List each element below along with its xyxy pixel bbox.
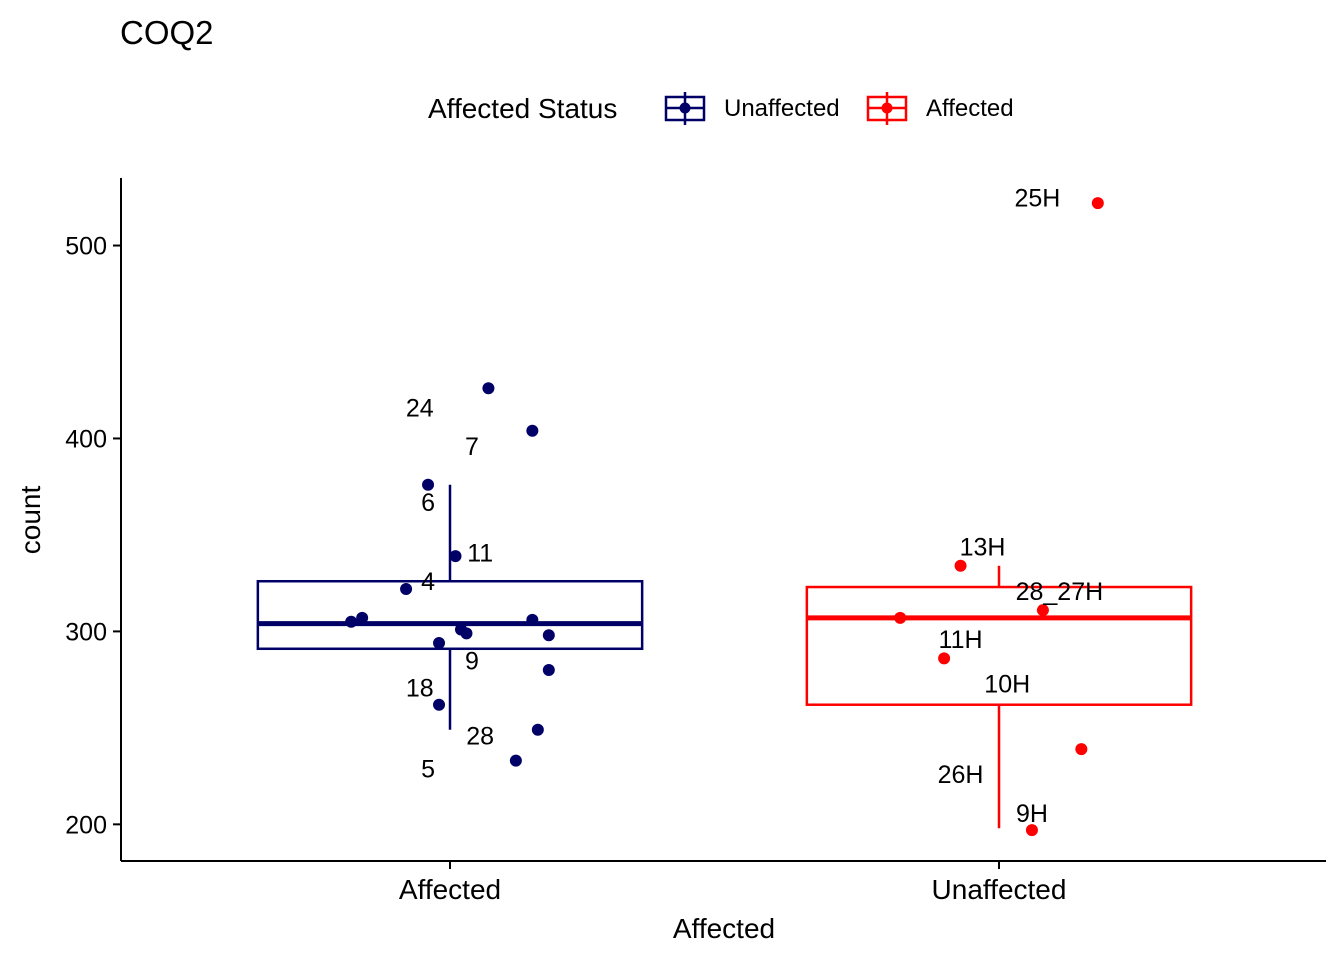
- point-label: 26H: [938, 761, 984, 789]
- data-point: [400, 582, 413, 595]
- data-point: [433, 636, 446, 649]
- data-point: [542, 663, 555, 676]
- legend: Affected Status Unaffected Affected: [428, 92, 1014, 125]
- data-point: [345, 615, 358, 628]
- point-label: 25H: [1014, 184, 1060, 212]
- y-tick-label: 500: [65, 233, 107, 261]
- y-tick-label: 300: [65, 618, 107, 646]
- legend-entry-unaffected: Unaffected: [664, 92, 840, 125]
- point-label: 28: [466, 723, 494, 751]
- x-tick-label: Affected: [399, 874, 501, 905]
- box-iqr: [256, 579, 644, 651]
- point-label: 6: [421, 489, 435, 517]
- point-label: 24: [406, 395, 434, 423]
- x-axis-title: Affected: [673, 913, 775, 944]
- data-point: [433, 698, 446, 711]
- legend-title: Affected Status: [428, 93, 617, 124]
- point-label: 18: [406, 674, 434, 702]
- x-tick-label: Unaffected: [932, 874, 1067, 905]
- point-label: 11H: [939, 626, 983, 654]
- point-label: 4: [421, 568, 435, 596]
- point-label: 10H: [984, 670, 1030, 698]
- data-point: [1075, 743, 1088, 756]
- point-label: 9: [465, 647, 479, 675]
- data-point: [482, 382, 495, 395]
- data-point: [422, 478, 435, 491]
- y-tick-label: 200: [65, 811, 107, 839]
- data-point: [509, 754, 522, 767]
- box-iqr: [805, 585, 1193, 706]
- chart-title: COQ2: [120, 14, 214, 51]
- legend-key-dot-unaffected: [679, 102, 691, 114]
- data-point: [954, 559, 967, 572]
- point-label: 11: [467, 539, 493, 567]
- point-label: 9H: [1016, 800, 1048, 828]
- point-label: 7: [465, 433, 479, 461]
- point-label: 13H: [960, 534, 1006, 562]
- data-point: [531, 723, 544, 736]
- legend-label-affected: Affected: [926, 95, 1014, 122]
- data-point: [460, 627, 473, 640]
- box-affected: [256, 484, 644, 730]
- legend-entry-affected: Affected: [866, 92, 1014, 125]
- data-point: [894, 611, 907, 624]
- data-point: [526, 424, 539, 437]
- data-point: [1025, 824, 1038, 837]
- data-point: [449, 550, 462, 563]
- data-point: [1036, 604, 1049, 617]
- point-label: 28_27H: [1016, 578, 1104, 606]
- data-point: [1091, 197, 1104, 210]
- data-point: [356, 611, 369, 624]
- data-point: [526, 613, 539, 626]
- data-point: [542, 629, 555, 642]
- legend-label-unaffected: Unaffected: [724, 95, 840, 122]
- axes: 200 300 400 500 Affected Unaffected: [65, 178, 1326, 905]
- y-tick-label: 400: [65, 425, 107, 453]
- data-point: [938, 652, 951, 665]
- point-label: 5: [421, 755, 435, 783]
- legend-key-dot-affected: [881, 102, 893, 114]
- box-unaffected: [805, 565, 1193, 829]
- y-axis-title: count: [15, 486, 46, 555]
